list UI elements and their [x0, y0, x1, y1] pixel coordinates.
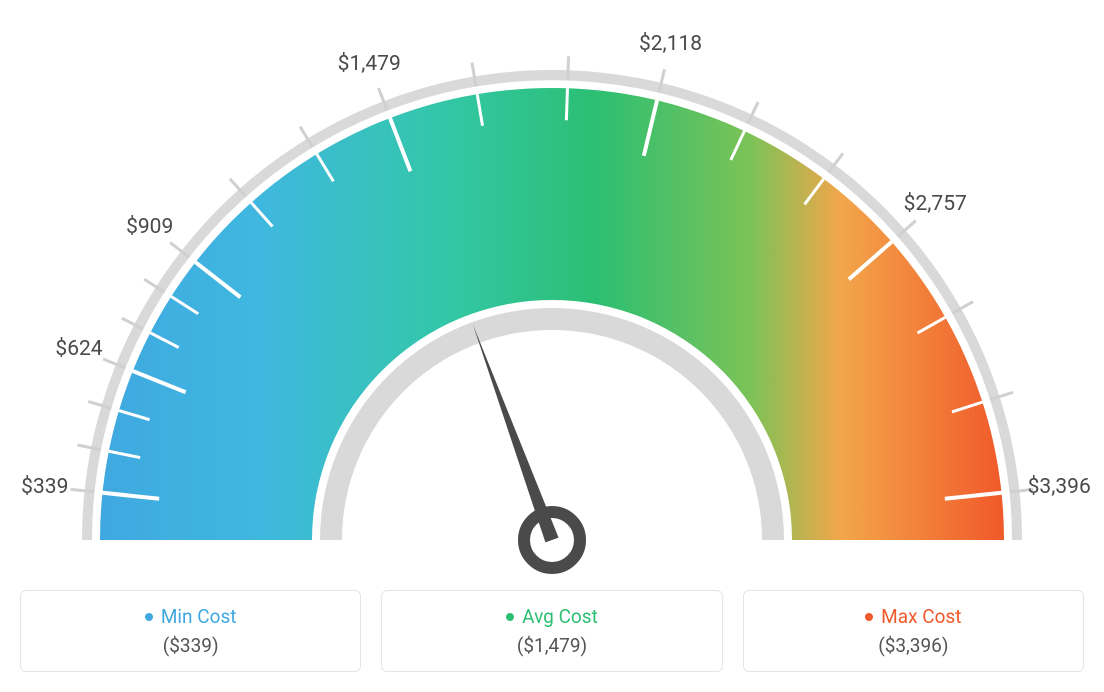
legend-value-max: ($3,396) — [754, 634, 1073, 657]
legend-row: Min Cost ($339) Avg Cost ($1,479) Max Co… — [20, 590, 1084, 672]
scale-label: $3,396 — [1028, 475, 1091, 499]
cost-gauge-chart: $339$624$909$1,479$2,118$2,757$3,396 — [20, 20, 1084, 580]
legend-value-avg: ($1,479) — [392, 634, 711, 657]
dot-icon-max — [865, 613, 873, 621]
legend-title-avg: Avg Cost — [506, 605, 598, 628]
legend-label-min: Min Cost — [161, 605, 237, 628]
dot-icon-min — [145, 613, 153, 621]
scale-label: $339 — [21, 475, 68, 499]
outer-tick — [568, 56, 569, 80]
legend-title-min: Min Cost — [145, 605, 237, 628]
legend-card-min: Min Cost ($339) — [20, 590, 361, 672]
legend-label-max: Max Cost — [881, 605, 961, 628]
legend-label-avg: Avg Cost — [522, 605, 598, 628]
dot-icon-avg — [506, 613, 514, 621]
minor-tick — [566, 88, 567, 120]
legend-value-min: ($339) — [31, 634, 350, 657]
scale-label: $1,479 — [338, 52, 401, 76]
scale-label: $624 — [55, 337, 102, 361]
scale-label: $2,757 — [904, 192, 967, 216]
scale-label: $2,118 — [639, 32, 702, 56]
legend-title-max: Max Cost — [865, 605, 961, 628]
legend-card-max: Max Cost ($3,396) — [743, 590, 1084, 672]
gauge-svg — [20, 20, 1084, 580]
scale-label: $909 — [126, 215, 173, 239]
legend-card-avg: Avg Cost ($1,479) — [381, 590, 722, 672]
